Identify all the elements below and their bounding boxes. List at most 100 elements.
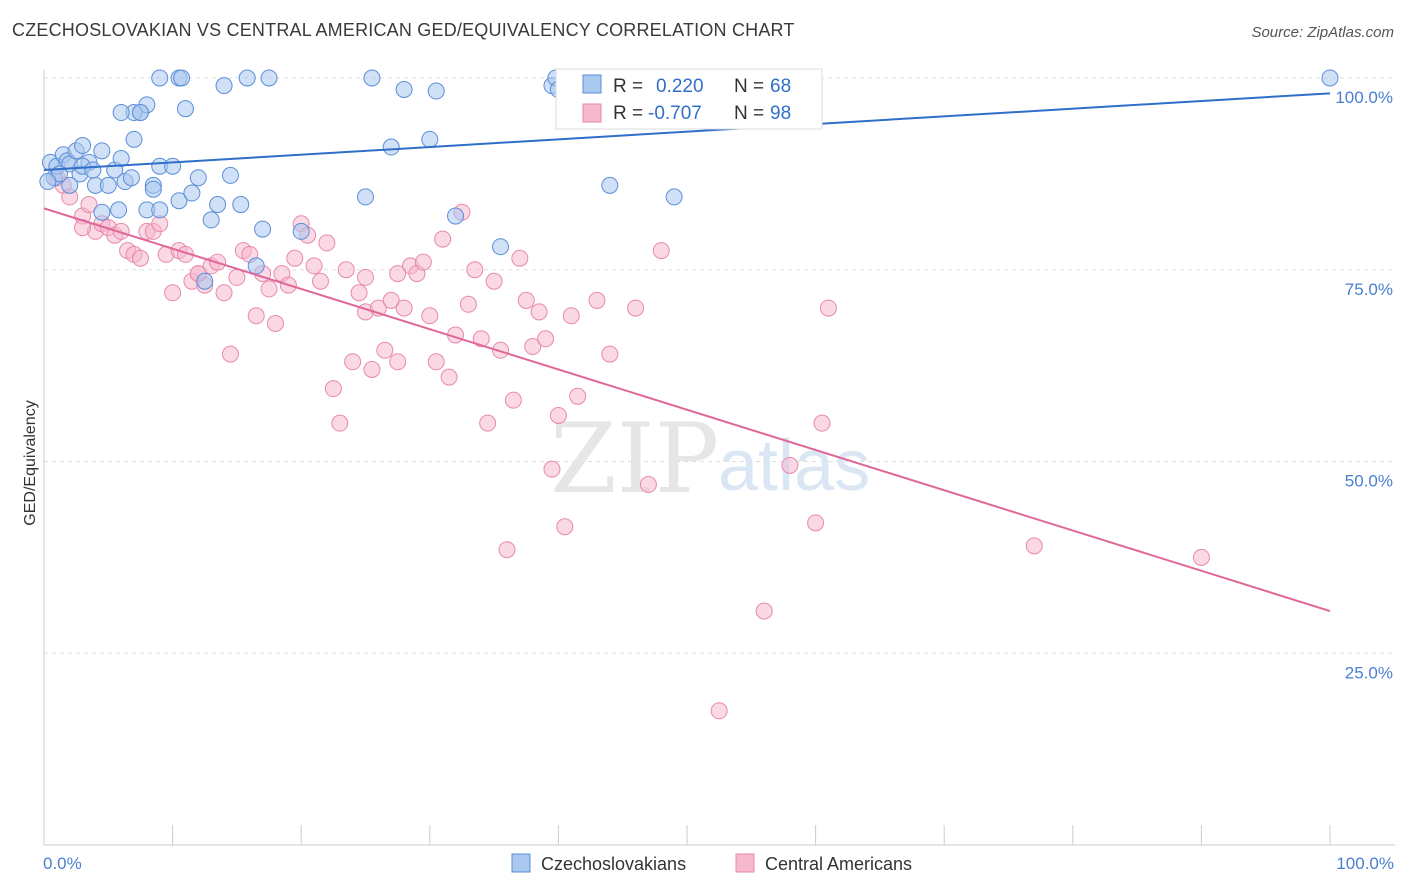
y-tick-label-2: 50.0% — [1345, 472, 1393, 491]
central-americans-point-56 — [414, 253, 432, 271]
central-americans-point-92 — [1025, 537, 1043, 555]
x-tick-label-max: 100.0% — [1336, 854, 1394, 873]
central-americans-point-79 — [562, 307, 580, 325]
central-americans-point-78 — [556, 518, 574, 536]
central-americans-point-63 — [459, 295, 477, 313]
central-americans-point-58 — [427, 353, 445, 371]
legend-n-label-2: N = — [734, 103, 764, 124]
central-americans-point-27 — [228, 268, 246, 286]
central-americans-trend-line — [43, 207, 1331, 613]
czechoslovakians-point-14 — [112, 150, 130, 168]
legend-r-label-2: R = — [613, 103, 643, 124]
central-americans-point-32 — [260, 280, 278, 298]
czechoslovakians-point-8 — [74, 136, 92, 154]
legend-n-value-1: 68 — [770, 76, 791, 97]
watermark-zip: ZIP — [550, 403, 719, 515]
czechoslovakians-point-29 — [151, 201, 169, 219]
czechoslovakians-point-30 — [170, 192, 188, 210]
czechoslovakians-point-66 — [1321, 69, 1339, 87]
czechoslovakians-point-36 — [247, 257, 265, 275]
czechoslovakians-point-40 — [151, 69, 169, 87]
czechoslovakians-point-22 — [176, 100, 194, 118]
central-americans-point-89 — [807, 514, 825, 532]
czechoslovakians-point-31 — [183, 184, 201, 202]
czechoslovakians-point-44 — [238, 69, 256, 87]
central-americans-point-72 — [517, 291, 535, 309]
central-americans-point-45 — [344, 353, 362, 371]
central-americans-point-17 — [164, 284, 182, 302]
czechoslovakians-point-34 — [232, 196, 250, 214]
central-americans-point-69 — [498, 541, 516, 559]
central-americans-point-75 — [537, 330, 555, 348]
czechoslovakians-point-67 — [39, 173, 57, 191]
central-americans-point-9 — [112, 222, 130, 240]
czechoslovakians-point-50 — [382, 138, 400, 156]
central-americans-point-40 — [311, 272, 329, 290]
czechoslovakians-point-58 — [292, 222, 310, 240]
legend-r-value-2: -0.707 — [648, 103, 702, 124]
central-americans-point-36 — [286, 249, 304, 267]
bottom-legend-swatch-czechoslovakians — [511, 853, 531, 873]
central-americans-point-81 — [588, 291, 606, 309]
czechoslovakians-point-11 — [93, 142, 111, 160]
czechoslovakians-point-46 — [363, 69, 381, 87]
central-americans-point-4 — [80, 196, 98, 214]
central-americans-point-30 — [247, 307, 265, 325]
y-tick-label-0: 100.0% — [1335, 88, 1393, 107]
central-americans-point-59 — [434, 230, 452, 248]
central-americans-point-83 — [627, 299, 645, 317]
central-americans-point-71 — [511, 249, 529, 267]
central-americans-points — [48, 169, 1210, 720]
central-americans-point-39 — [305, 257, 323, 275]
czechoslovakians-point-45 — [260, 69, 278, 87]
czechoslovakians-point-25 — [93, 203, 111, 221]
x-tick-label-min: 0.0% — [43, 854, 82, 873]
central-americans-point-93 — [1192, 548, 1210, 566]
legend-r-label-1: R = — [613, 76, 643, 97]
czechoslovakians-point-38 — [131, 104, 149, 122]
central-americans-point-91 — [819, 299, 837, 317]
y-tick-label-1: 75.0% — [1345, 280, 1393, 299]
central-americans-point-42 — [324, 380, 342, 398]
czechoslovakians-point-49 — [357, 188, 374, 206]
central-americans-point-88 — [781, 456, 799, 474]
czechoslovakians-trend-line — [43, 92, 1331, 172]
czechoslovakians-point-47 — [395, 81, 413, 99]
czechoslovakians-point-65 — [665, 188, 683, 206]
central-americans-point-48 — [363, 360, 381, 378]
czechoslovakians-point-60 — [61, 176, 79, 194]
bottom-legend-swatch-central-americans — [735, 853, 755, 873]
czechoslovakians-point-12 — [99, 176, 117, 194]
central-americans-point-85 — [652, 242, 670, 260]
central-americans-point-52 — [389, 353, 407, 371]
central-americans-point-57 — [421, 307, 439, 325]
czechoslovakians-point-53 — [492, 238, 510, 256]
central-americans-point-46 — [350, 284, 368, 302]
czechoslovakians-point-39 — [196, 272, 214, 290]
y-tick-labels: 100.0% 75.0% 50.0% 25.0% — [1335, 88, 1393, 682]
central-americans-point-80 — [569, 387, 587, 405]
correlation-legend: R = 0.220 N = 68 R = -0.707 N = 98 — [555, 68, 823, 130]
czechoslovakians-point-59 — [202, 211, 220, 229]
central-americans-point-43 — [331, 414, 349, 432]
czechoslovakians-point-48 — [427, 82, 445, 100]
central-americans-point-68 — [492, 341, 510, 359]
czechoslovakians-point-52 — [447, 207, 465, 225]
czechoslovakians-point-37 — [112, 104, 130, 122]
central-americans-point-73 — [524, 337, 542, 355]
central-americans-point-77 — [549, 406, 567, 424]
central-americans-point-76 — [543, 460, 561, 478]
central-americans-point-70 — [504, 391, 522, 409]
central-americans-point-60 — [440, 368, 458, 386]
czechoslovakians-point-63 — [122, 169, 140, 187]
series-legend: Czechoslovakians Central Americans — [511, 853, 912, 874]
central-americans-point-84 — [639, 476, 657, 494]
czechoslovakians-point-35 — [254, 220, 272, 238]
central-americans-point-82 — [601, 345, 619, 363]
czechoslovakians-point-26 — [110, 201, 128, 219]
central-americans-point-87 — [755, 602, 773, 620]
czechoslovakians-point-57 — [601, 176, 619, 194]
bottom-legend-label-czechoslovakians: Czechoslovakians — [541, 854, 686, 874]
central-americans-point-25 — [215, 284, 233, 302]
